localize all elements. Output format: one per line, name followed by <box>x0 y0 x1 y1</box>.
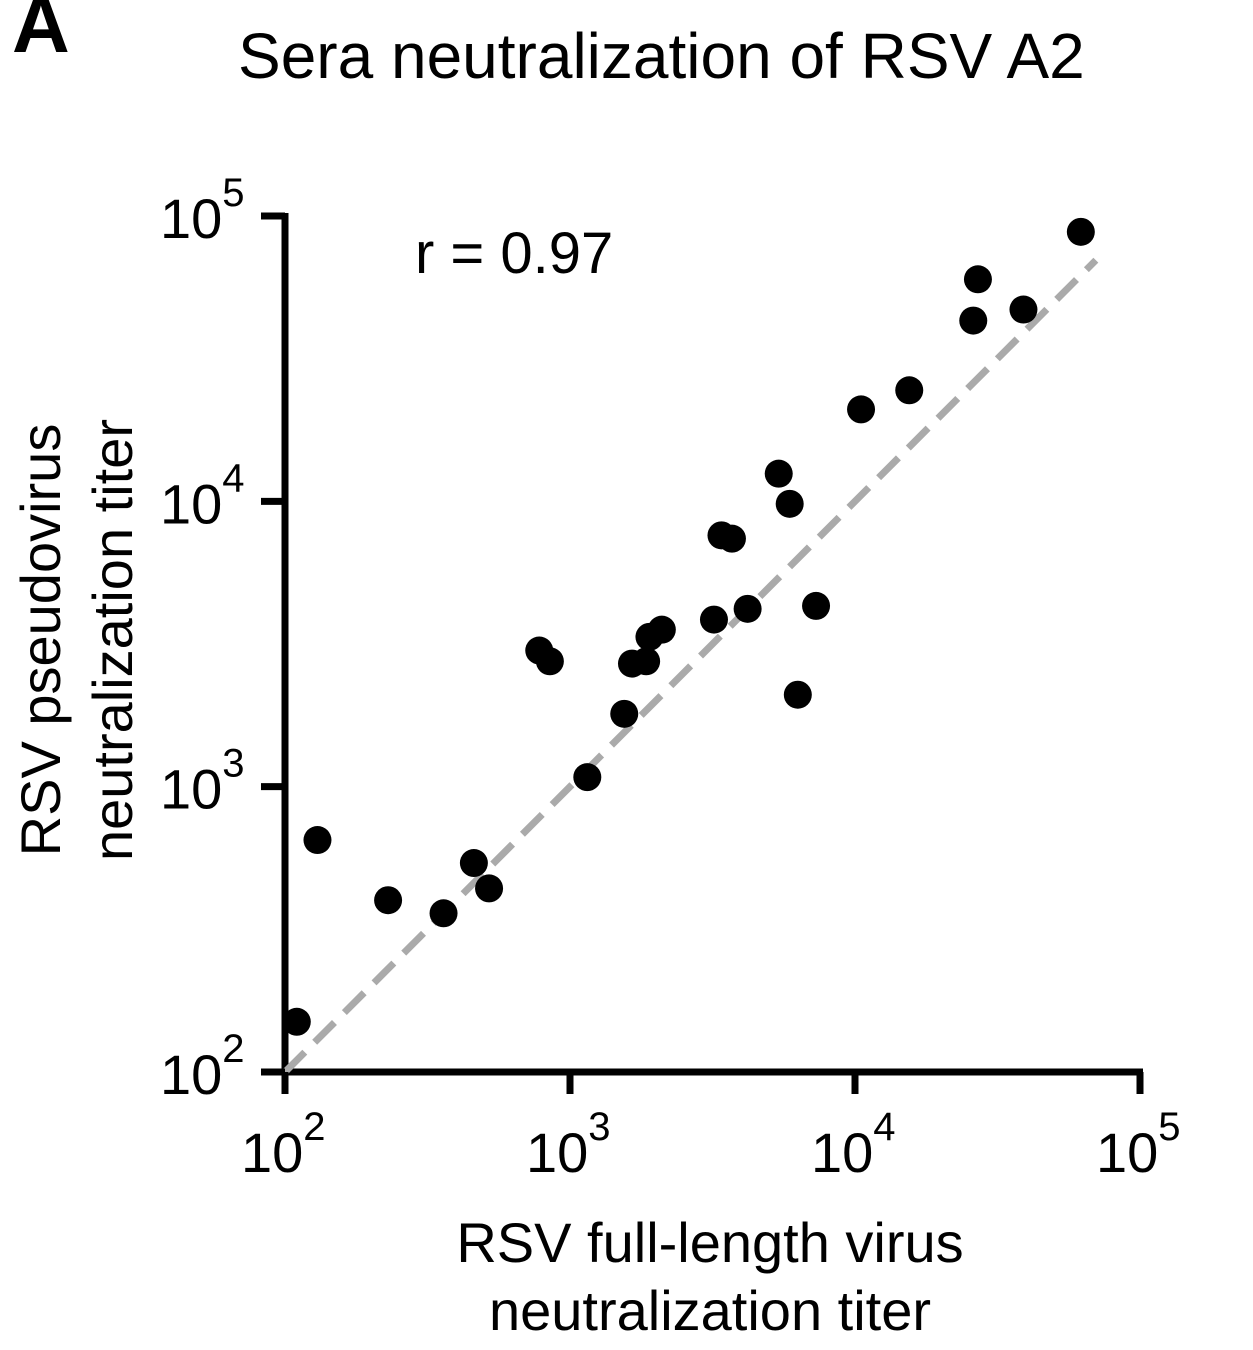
data-point <box>733 594 762 623</box>
x-tick-label: 104 <box>811 1105 896 1184</box>
x-tick-label: 103 <box>526 1105 611 1184</box>
ticks-layer: 102 103 104 105 102 103 104 105 <box>160 171 1181 1184</box>
data-point <box>429 899 458 928</box>
data-point <box>963 265 992 294</box>
data-point <box>475 874 504 903</box>
reference-line-layer <box>282 257 1099 1075</box>
data-point <box>647 615 676 644</box>
data-point <box>717 524 746 553</box>
x-tick-label: 105 <box>1096 1105 1181 1184</box>
data-point <box>959 306 988 335</box>
panel-label: A <box>12 0 70 69</box>
x-axis-label: RSV full-length virus neutralization tit… <box>456 1211 963 1342</box>
data-point <box>632 647 661 676</box>
data-point <box>573 763 602 792</box>
x-tick-label: 102 <box>241 1105 326 1184</box>
data-point <box>610 699 639 728</box>
y-axis-label-line2: neutralization titer <box>81 419 144 861</box>
data-point <box>783 680 812 709</box>
y-tick-label: 104 <box>160 456 245 535</box>
points-layer <box>282 217 1095 1036</box>
y-tick-label: 102 <box>160 1027 245 1106</box>
r-annotation: r = 0.97 <box>415 221 613 286</box>
chart-title: Sera neutralization of RSV A2 <box>238 20 1085 92</box>
data-point <box>764 459 793 488</box>
y-tick-label: 103 <box>160 742 245 821</box>
data-point <box>802 591 831 620</box>
data-point <box>699 605 728 634</box>
data-point <box>459 849 488 878</box>
data-point <box>282 1007 311 1036</box>
x-axis-label-line2: neutralization titer <box>489 1279 931 1342</box>
data-point <box>895 376 924 405</box>
y-axis-label-line1: RSV pseudovirus <box>9 424 72 857</box>
y-axis-label: RSV pseudovirus neutralization titer <box>9 419 144 861</box>
y-tick-label: 105 <box>160 171 245 250</box>
data-point <box>847 395 876 424</box>
data-point <box>535 647 564 676</box>
data-point <box>1009 295 1038 324</box>
data-point <box>303 826 332 855</box>
x-axis-label-line1: RSV full-length virus <box>456 1211 963 1274</box>
identity-reference-line <box>282 257 1099 1075</box>
data-point <box>374 886 403 915</box>
data-point <box>775 489 804 518</box>
data-point <box>1066 217 1095 246</box>
